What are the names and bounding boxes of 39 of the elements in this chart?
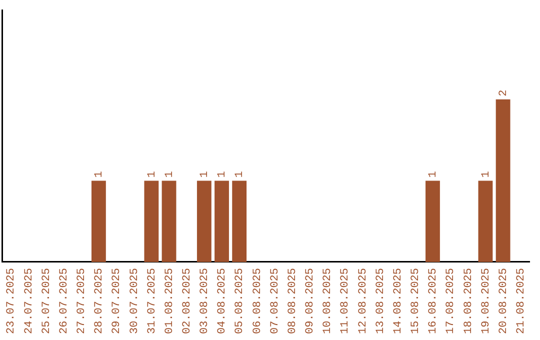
x-tick-label: 30.07.2025 (128, 268, 141, 334)
x-tick-label: 27.07.2025 (76, 268, 88, 334)
x-tick-label: 17.08.2025 (445, 268, 458, 334)
x-tick-label: 04.08.2025 (216, 268, 229, 334)
data-label: 1 (164, 170, 176, 178)
x-tick-label: 08.08.2025 (286, 268, 299, 334)
x-tick-label: 19.08.2025 (480, 268, 492, 334)
x-tick-label: 21.08.2025 (516, 268, 528, 334)
data-label: 2 (498, 90, 510, 96)
x-tick-label: 14.08.2025 (392, 268, 404, 334)
x-tick-label: 18.08.2025 (462, 268, 475, 334)
x-tick-label: 16.08.2025 (428, 268, 440, 334)
x-tick-label: 29.07.2025 (111, 268, 124, 334)
x-tick-label: 11.08.2025 (340, 268, 352, 334)
data-label: 1 (94, 170, 106, 178)
x-tick-label: 15.08.2025 (410, 268, 422, 334)
x-tick-label: 06.08.2025 (252, 268, 264, 334)
x-tick-label: 28.07.2025 (94, 268, 106, 334)
data-label: 1 (146, 170, 158, 178)
data-label: 1 (216, 170, 229, 178)
x-tick-label: 09.08.2025 (304, 268, 317, 334)
data-label: 1 (234, 170, 246, 178)
data-label: 1 (199, 170, 212, 178)
x-tick-label: 01.08.2025 (164, 268, 176, 334)
x-tick-label: 10.08.2025 (322, 268, 334, 334)
x-tick-label: 25.07.2025 (40, 268, 53, 334)
x-tick-label: 23.07.2025 (6, 268, 18, 334)
x-tick-label: 31.07.2025 (146, 268, 158, 334)
x-tick-label: 02.08.2025 (182, 268, 194, 334)
x-tick-label: 24.07.2025 (23, 268, 36, 334)
data-label: 1 (428, 170, 440, 178)
x-tick-label: 05.08.2025 (234, 268, 246, 334)
x-tick-label: 13.08.2025 (374, 268, 387, 334)
x-tick-label: 20.08.2025 (498, 268, 510, 334)
x-tick-label: 26.07.2025 (58, 268, 70, 334)
x-tick-label: 07.08.2025 (269, 268, 282, 334)
data-label: 1 (480, 170, 492, 178)
x-tick-label: 03.08.2025 (199, 268, 212, 334)
x-tick-label: 12.08.2025 (357, 268, 370, 334)
